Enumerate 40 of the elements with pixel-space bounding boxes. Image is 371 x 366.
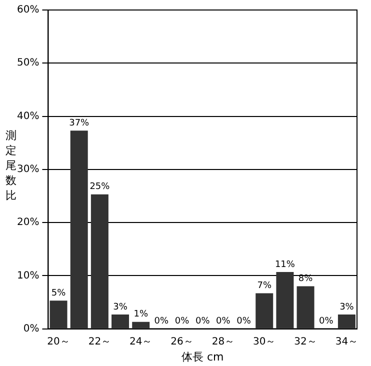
- bar: [276, 272, 294, 328]
- y-tick-label: 0%: [23, 323, 40, 334]
- x-tick-label: 28～: [212, 336, 235, 348]
- y-tick-label: 50%: [16, 58, 40, 69]
- data-label: 0%: [195, 316, 210, 327]
- x-tick-label: 30～: [253, 336, 276, 348]
- data-label: 5%: [51, 288, 66, 298]
- bar: [112, 314, 130, 328]
- bar: [70, 130, 88, 328]
- x-tick-label: 20～: [47, 336, 70, 348]
- y-tick-label: 40%: [16, 110, 40, 122]
- data-label: 3%: [113, 302, 128, 312]
- y-axis-title: 測定尾数比: [4, 128, 18, 203]
- y-tick-label: 60%: [16, 4, 40, 16]
- data-label: 7%: [257, 281, 272, 292]
- y-tick-label: 10%: [16, 270, 40, 282]
- data-label: 11%: [274, 260, 296, 270]
- bar: [338, 314, 356, 328]
- y-tick-label: 30%: [16, 164, 40, 175]
- data-label: 0%: [174, 316, 190, 327]
- x-tick-label: 32～: [294, 336, 317, 348]
- bar: [90, 194, 108, 328]
- bar: [132, 322, 150, 328]
- data-label: 1%: [134, 310, 148, 320]
- bar: [256, 293, 274, 328]
- data-label: 0%: [236, 316, 252, 327]
- data-label: 0%: [318, 316, 334, 327]
- data-label: 25%: [90, 182, 110, 192]
- data-label: 3%: [340, 302, 354, 312]
- x-tick-label: 26～: [170, 336, 194, 348]
- bar: [296, 286, 314, 328]
- x-tick-label: 22～: [88, 336, 112, 348]
- x-axis-title: 体長 cm: [181, 350, 224, 364]
- x-tick-label: 24～: [129, 336, 152, 348]
- y-tick-label: 20%: [16, 217, 40, 228]
- bar: [50, 300, 68, 328]
- x-tick-label: 34～: [335, 336, 358, 348]
- data-label: 0%: [154, 316, 170, 327]
- data-label: 0%: [216, 316, 231, 327]
- data-label: 37%: [69, 118, 90, 128]
